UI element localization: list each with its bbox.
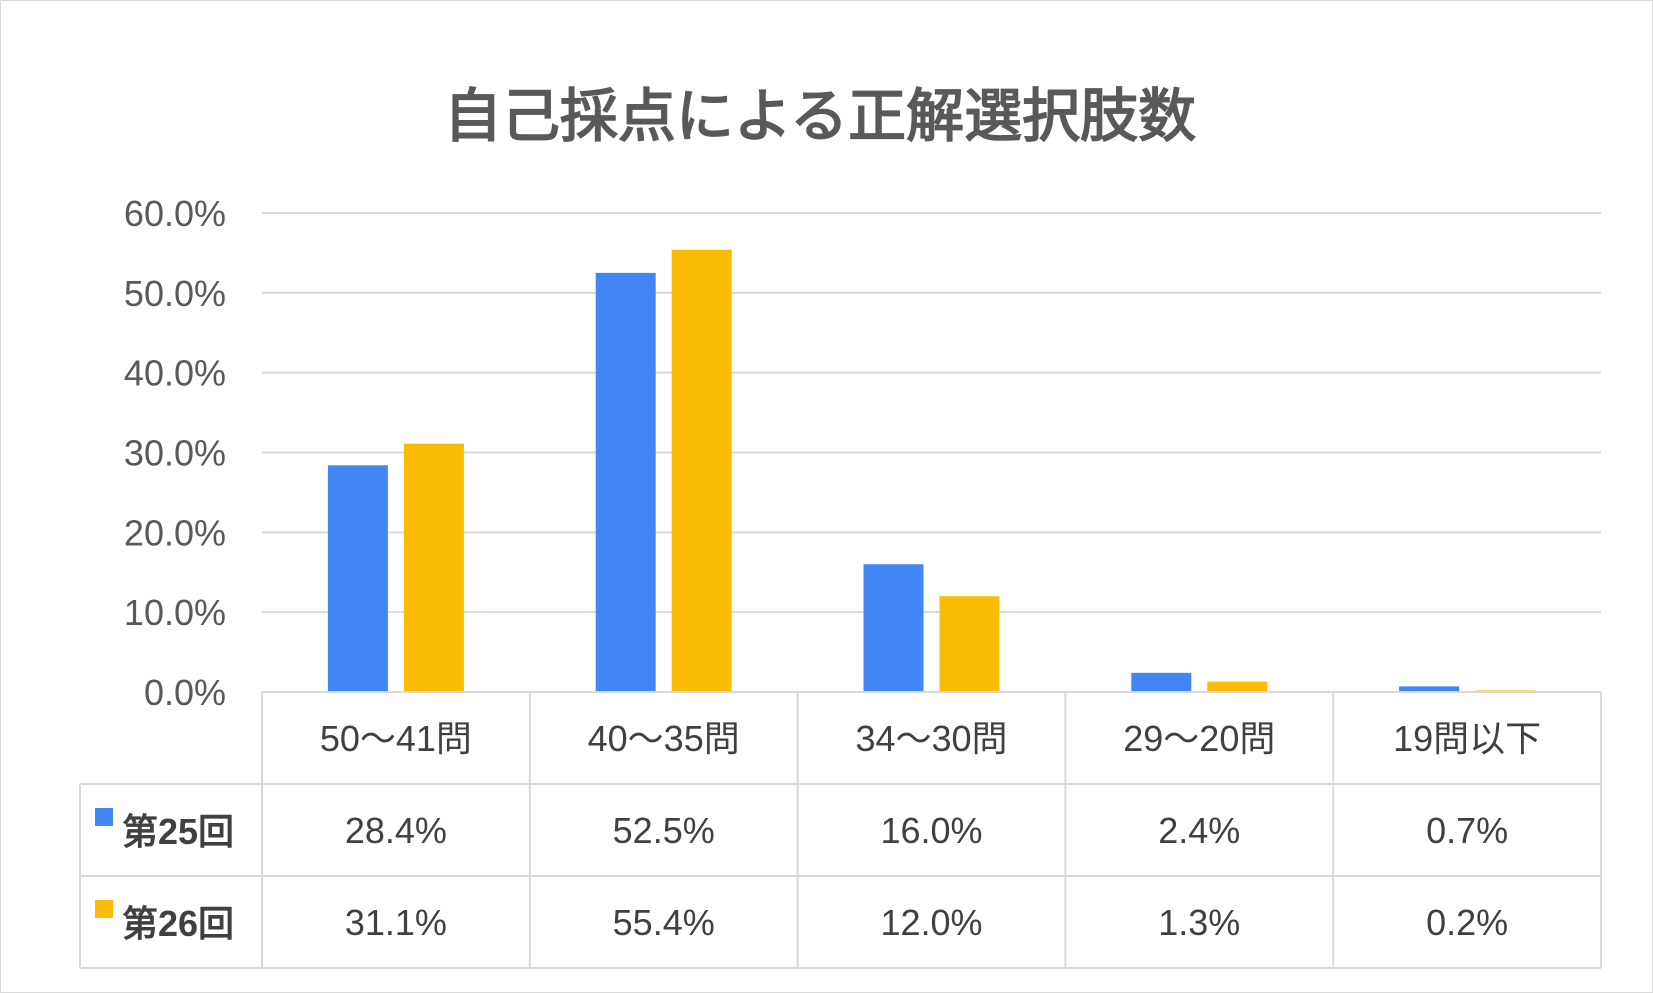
category-label: 40〜35問 bbox=[588, 718, 740, 759]
bar-第25回-29〜20問 bbox=[1131, 672, 1192, 692]
category-label: 34〜30問 bbox=[855, 718, 1007, 759]
y-tick-label: 30.0% bbox=[124, 433, 226, 474]
bar-第25回-40〜35問 bbox=[595, 272, 656, 692]
data-cell: 12.0% bbox=[880, 902, 982, 943]
bar-第26回-40〜35問 bbox=[671, 249, 732, 692]
y-axis-ticks: 0.0% 10.0% 20.0% 30.0% 40.0% 50.0% 60.0% bbox=[124, 193, 226, 713]
bars bbox=[327, 249, 1536, 692]
data-cell: 28.4% bbox=[345, 810, 447, 851]
data-cell: 16.0% bbox=[880, 810, 982, 851]
legend-swatch bbox=[95, 900, 113, 918]
legend-swatch bbox=[95, 808, 113, 826]
data-cell: 52.5% bbox=[613, 810, 715, 851]
y-tick-label: 60.0% bbox=[124, 193, 226, 234]
legend-label: 第25回 bbox=[122, 811, 234, 852]
y-tick-label: 50.0% bbox=[124, 273, 226, 314]
category-label: 50〜41問 bbox=[320, 718, 472, 759]
data-cell: 2.4% bbox=[1158, 810, 1240, 851]
category-label: 29〜20問 bbox=[1123, 718, 1275, 759]
data-cell: 55.4% bbox=[613, 902, 715, 943]
data-cell: 31.1% bbox=[345, 902, 447, 943]
bar-第26回-29〜20問 bbox=[1207, 681, 1268, 692]
chart-title: 自己採点による正解選択肢数 bbox=[444, 84, 1196, 149]
gridlines bbox=[262, 212, 1601, 614]
data-cell: 0.2% bbox=[1426, 902, 1508, 943]
y-tick-label: 10.0% bbox=[124, 592, 226, 633]
bar-第26回-34〜30問 bbox=[939, 596, 1000, 692]
y-tick-label: 40.0% bbox=[124, 353, 226, 394]
bar-第25回-19問以下 bbox=[1399, 686, 1460, 692]
bar-第25回-34〜30問 bbox=[863, 564, 924, 692]
data-cell: 1.3% bbox=[1158, 902, 1240, 943]
y-tick-label: 0.0% bbox=[144, 672, 226, 713]
legend-label: 第26回 bbox=[122, 903, 234, 944]
bar-第26回-50〜41問 bbox=[403, 443, 464, 692]
category-label: 19問以下 bbox=[1393, 718, 1541, 759]
bar-第25回-50〜41問 bbox=[327, 465, 388, 692]
data-cell: 0.7% bbox=[1426, 810, 1508, 851]
y-tick-label: 20.0% bbox=[124, 512, 226, 553]
